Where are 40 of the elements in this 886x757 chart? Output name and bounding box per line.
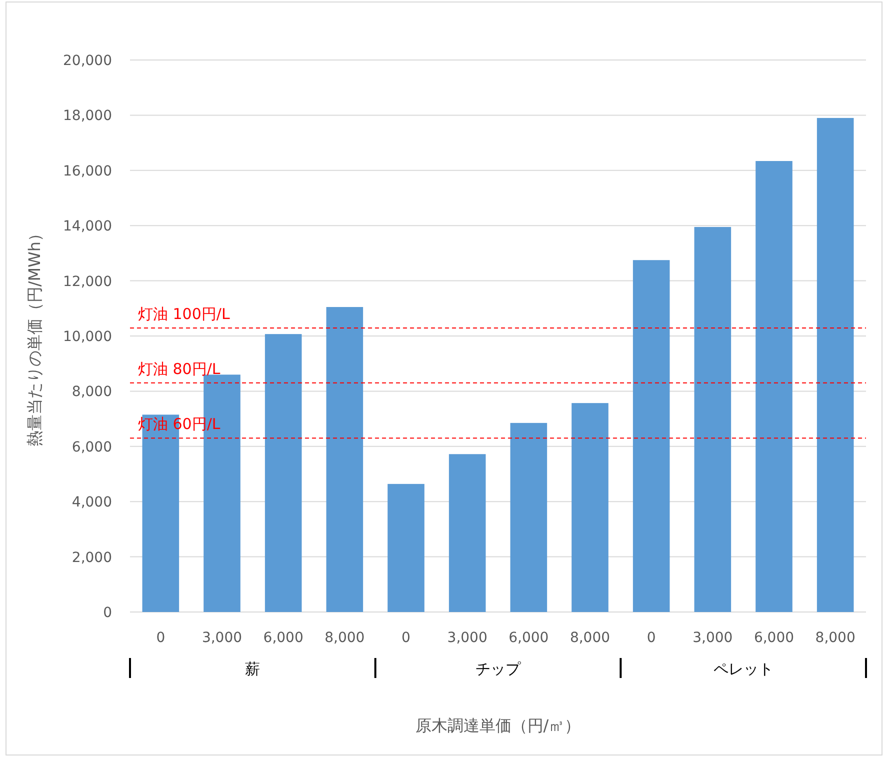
x-tick-label: 8,000 (570, 630, 610, 646)
ref-line-label: 灯油 80円/L (138, 360, 221, 378)
x-axis-title: 原木調達単価（円/㎥） (415, 716, 581, 735)
y-tick-label: 6,000 (72, 439, 112, 456)
x-tick-label: 6,000 (754, 630, 794, 646)
x-tick-label: 0 (402, 630, 410, 646)
y-tick-label: 0 (103, 605, 112, 621)
bar (816, 118, 854, 612)
bar (448, 454, 486, 612)
bar (388, 484, 424, 612)
x-tick-label: 6,000 (263, 630, 304, 646)
x-tick-label: 0 (646, 630, 656, 646)
y-tick-label: 18,000 (63, 108, 112, 124)
x-tick-label: 3,000 (202, 630, 242, 646)
bar (264, 334, 302, 612)
bar (572, 403, 608, 612)
x-tick-label: 3,000 (447, 630, 488, 646)
bar (326, 307, 364, 612)
ref-line-label: 灯油 100円/L (138, 304, 230, 323)
text: ペレット (713, 660, 774, 678)
y-tick-label: 8,000 (72, 384, 112, 400)
y-tick-label: 4,000 (72, 494, 112, 511)
x-tick-label: 0 (156, 630, 166, 646)
x-tick-label: 6,000 (508, 630, 549, 646)
y-tick-label: 16,000 (63, 163, 112, 180)
y-tick-label: 14,000 (63, 218, 112, 235)
bar (632, 260, 670, 612)
y-axis-title: 熱量当たりの単価（円/MWh） (25, 225, 44, 447)
bar (756, 161, 792, 612)
x-tick-label: 8,000 (324, 630, 365, 646)
y-tick-label: 12,000 (63, 274, 112, 290)
y-tick-label: 10,000 (63, 329, 112, 345)
bar (510, 422, 548, 612)
y-tick-label: 2,000 (72, 550, 112, 566)
x-tick-label: 3,000 (692, 630, 733, 646)
text: 薪 (245, 660, 260, 678)
y-tick-label: 20,000 (63, 53, 112, 69)
text: チップ (476, 660, 522, 678)
bar (694, 226, 732, 612)
x-tick-label: 8,000 (815, 630, 856, 646)
